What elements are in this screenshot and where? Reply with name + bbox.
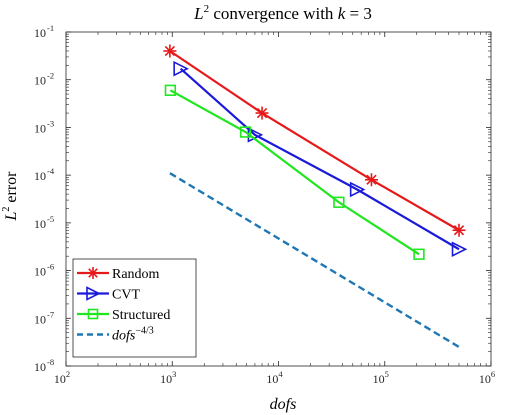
x-tick-label-base: 10 [266,372,278,386]
square-marker [333,196,345,208]
legend-label-base: dofs [112,329,136,344]
x-tick-label-base: 10 [479,372,491,386]
x-tick-label: 104 [266,369,283,386]
title-var: k [338,4,346,23]
asterisk-marker [163,44,177,58]
y-tick-label-base: 10 [34,360,46,374]
y-tick-label-base: 10 [34,74,46,88]
y-tick-label: 10 [34,121,46,135]
y-tick-label: 10 [34,312,46,326]
title-suffix: = 3 [345,4,372,23]
legend: Random CVT Structured dofs−4/3 [72,258,197,358]
series-3 [169,172,460,349]
y-tick-label: 10 [34,169,46,183]
y-tick-label: 10 [34,26,46,40]
title-sup: 2 [204,3,210,15]
x-axis-label: dofs [270,396,297,413]
series-line [179,67,460,251]
asterisk-marker [87,267,99,279]
legend-label-2: Structured [112,308,170,323]
y-tick-label-exp: -8 [47,357,54,367]
y-tick-label-base: 10 [34,312,46,326]
title-middle: convergence with [209,4,338,23]
y-axis-label-text: L2 error [1,171,20,222]
x-tick-label: 102 [54,369,70,386]
y-tick-label-exp: -1 [47,23,54,33]
x-tick-label: 106 [479,369,495,386]
ylabel-sup: 2 [1,207,12,212]
asterisk-stroke [256,107,268,119]
x-axis-label-text: dofs [270,396,297,413]
triangle-marker [451,241,468,258]
square-marker [87,308,99,320]
y-tick-label-exp: -4 [47,166,55,176]
y-axis-label: L2 error [1,171,20,222]
x-tick-label-exp: 6 [491,369,495,379]
x-tick-label-exp: 3 [172,369,176,379]
legend-label-3: dofs−4/3 [112,326,154,344]
asterisk-stroke [366,174,377,185]
asterisk-stroke [88,268,98,278]
y-tick-label-base: 10 [34,121,46,135]
triangle-marker [173,60,189,77]
asterisk-marker [364,173,378,187]
x-tick-label: 103 [160,369,176,386]
y-tick-label-exp: -6 [47,262,54,272]
y-tick-label: 10 [34,217,46,231]
asterisk-stroke [164,45,176,57]
series-2 [164,84,425,260]
chart-title: L2 convergence with k = 3 [193,3,372,23]
series-layer [163,44,468,349]
x-tick-label-exp: 4 [278,369,283,379]
y-tick-label-base: 10 [34,265,46,279]
x-tick-label-exp: 5 [385,369,389,379]
triangle-marker [349,181,366,198]
y-tick-label-base: 10 [34,217,46,231]
square-marker [239,126,252,138]
asterisk-stroke [453,225,465,236]
ylabel-base: L [3,212,20,222]
y-tick-label-exp: -2 [47,71,54,81]
chart-title-text: L2 convergence with k = 3 [193,3,372,23]
y-tick-label-base: 10 [34,26,46,40]
ylabel-rest: error [3,171,20,207]
x-tick-label-exp: 2 [66,369,70,379]
legend-label-exp: −4/3 [135,326,153,337]
x-tick-label: 105 [373,369,389,386]
y-tick-label-exp: -7 [47,309,54,319]
x-tick-label-base: 10 [54,372,66,386]
y-tick-label-exp: -5 [47,214,54,224]
title-prefix: L [193,4,203,23]
y-tick-label: 10 [34,265,46,279]
x-tick-label-base: 10 [373,372,385,386]
asterisk-marker [255,106,269,120]
square-marker [413,248,425,260]
y-tick-label: 10 [34,74,46,88]
series-line [169,172,460,349]
legend-label-0: Random [112,267,160,282]
series-line [169,50,460,232]
y-tick-label: 10 [34,360,46,374]
series-line [169,89,420,256]
y-tick-label-exp: -3 [47,118,54,128]
triangle-marker [86,286,101,301]
y-tick-label-base: 10 [34,169,46,183]
square-marker [164,84,177,96]
series-0 [163,44,466,237]
legend-label-1: CVT [112,288,140,303]
x-tick-label-base: 10 [160,372,172,386]
asterisk-marker [452,223,466,237]
